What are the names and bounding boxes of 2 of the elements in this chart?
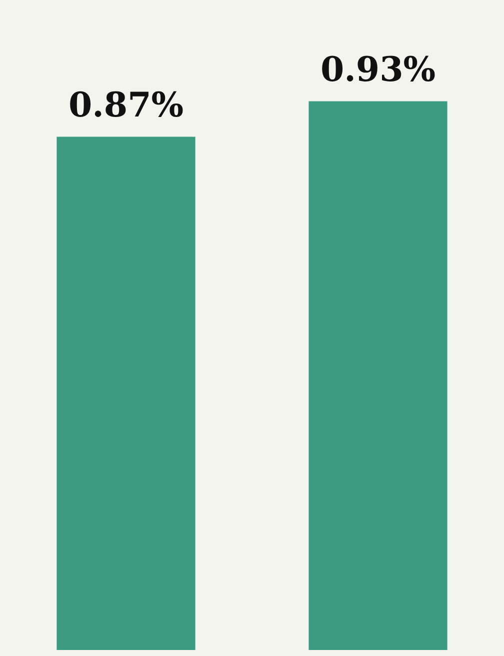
data-label: 0.93% [320, 50, 436, 90]
data-label: 0.87% [68, 86, 184, 126]
